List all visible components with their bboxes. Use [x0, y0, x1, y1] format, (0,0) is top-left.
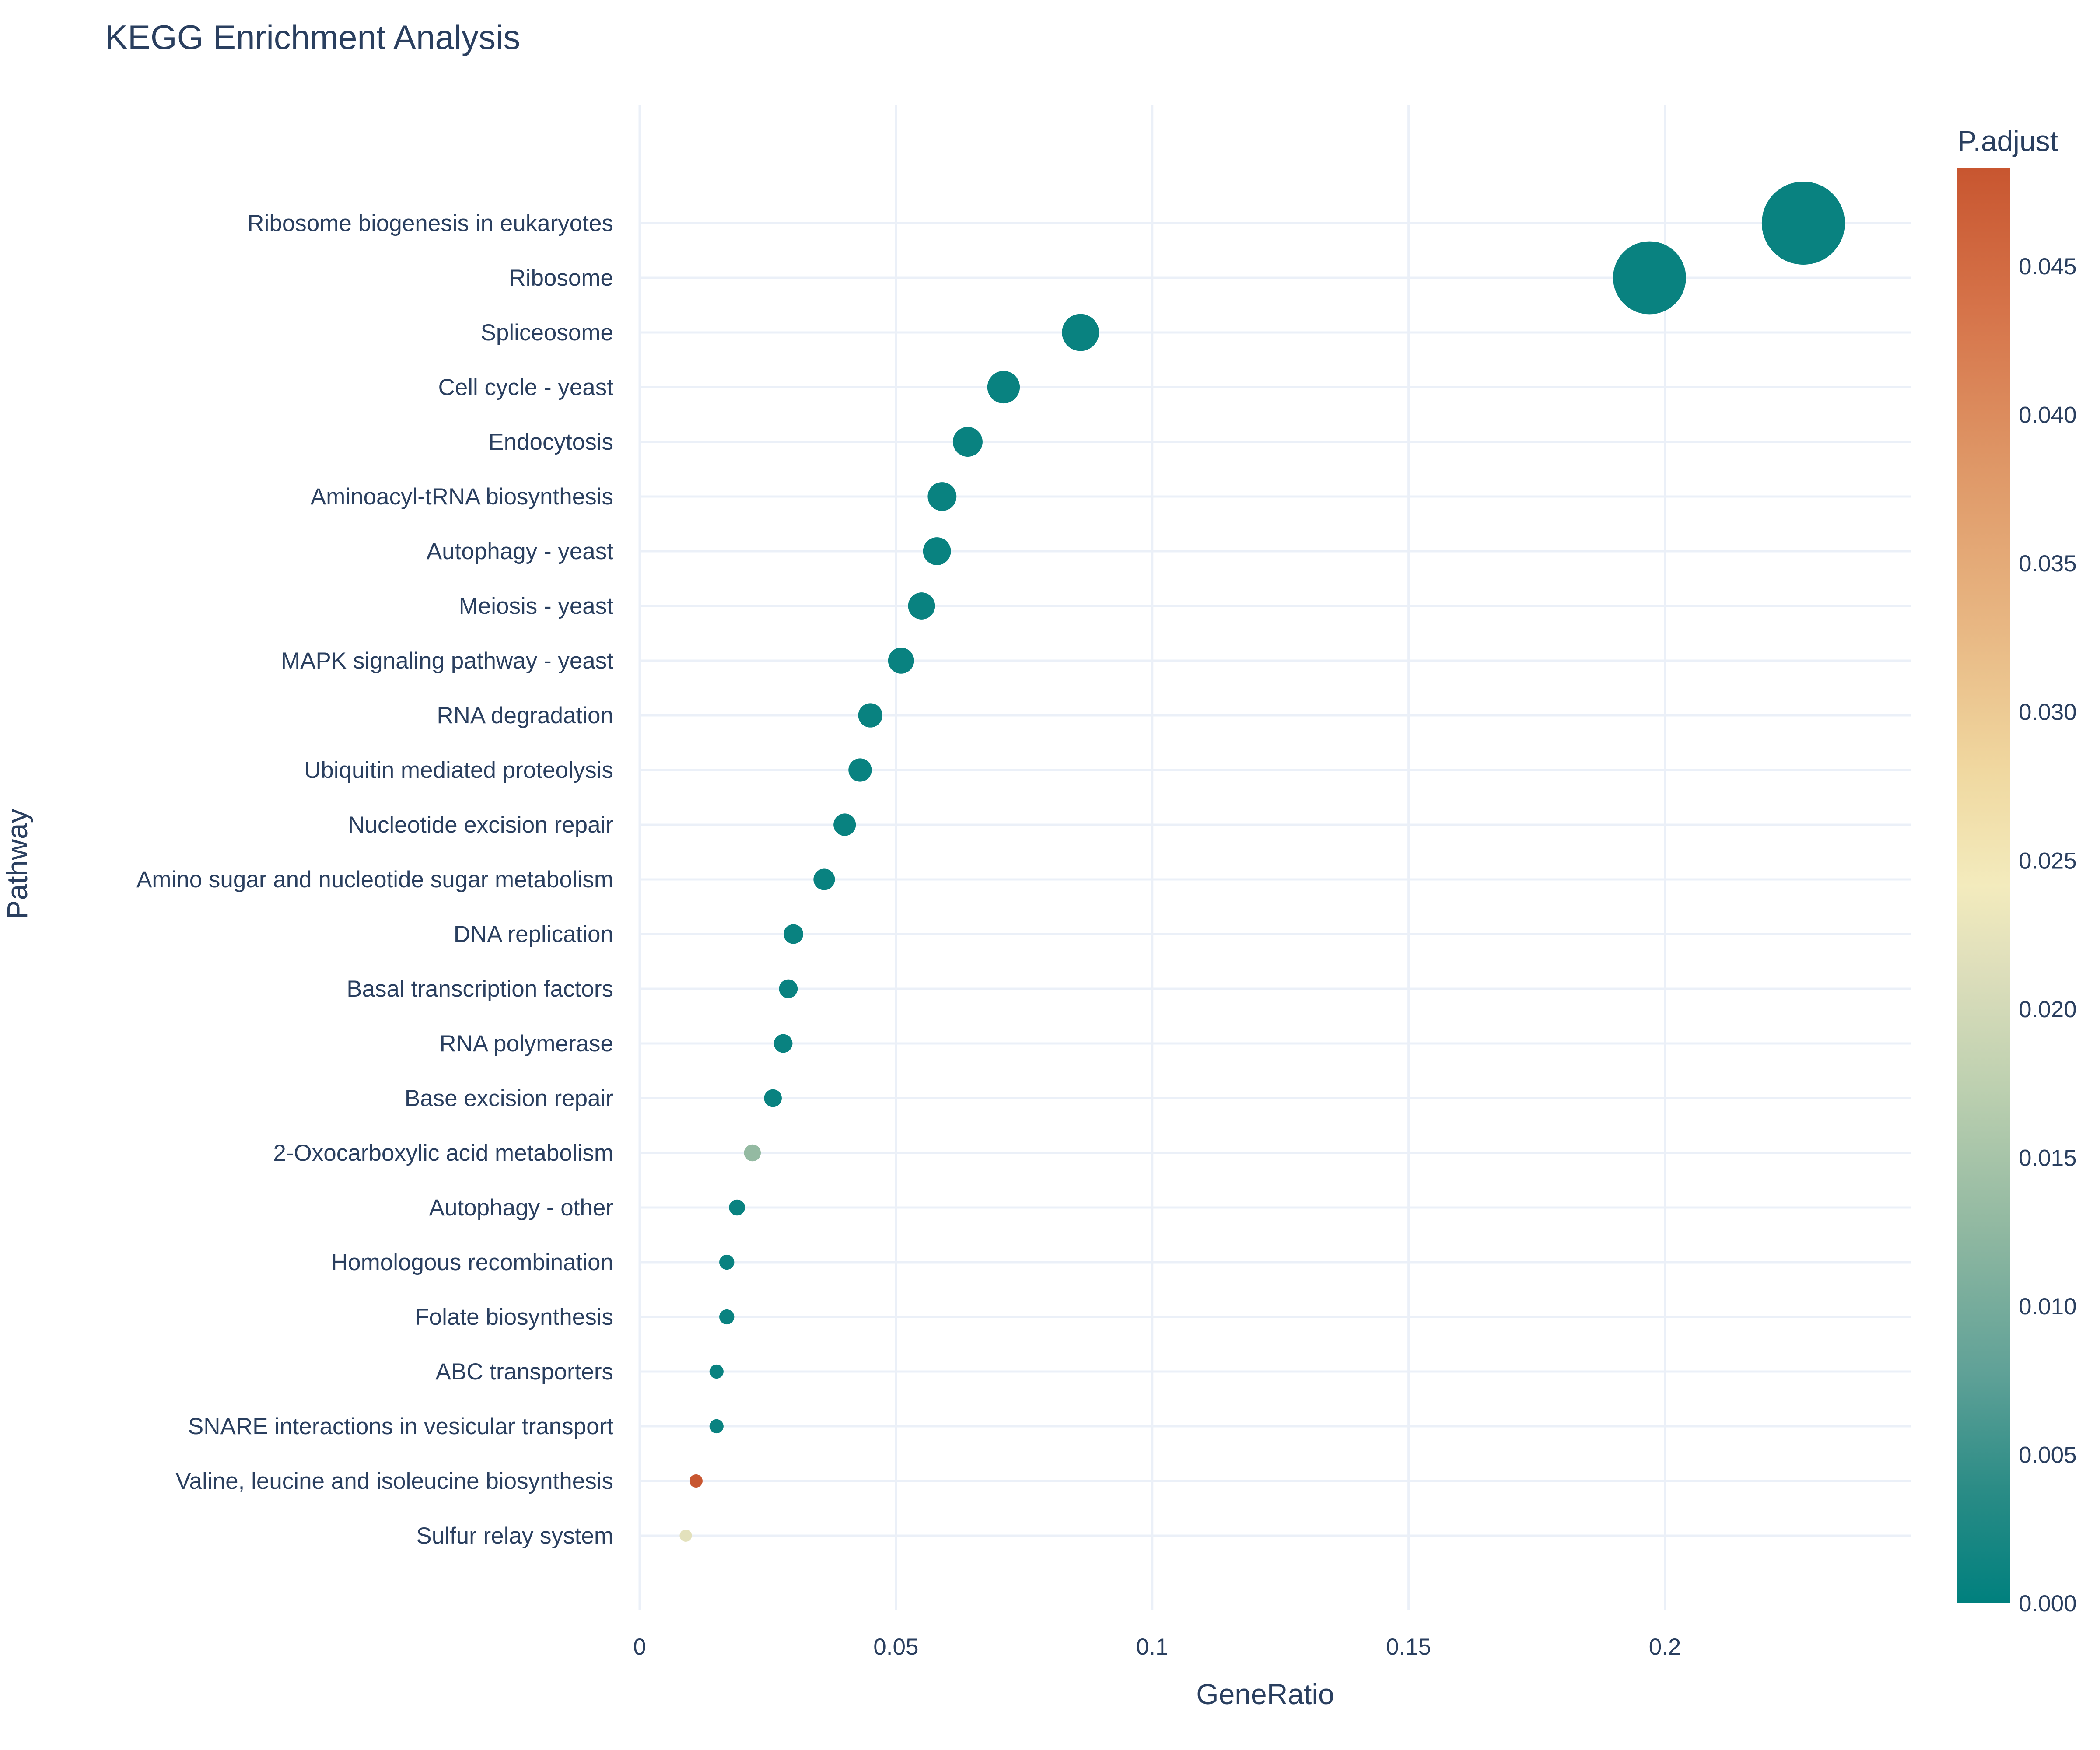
pathway-label: Amino sugar and nucleotide sugar metabol…	[136, 867, 613, 892]
colorbar-tick-label: 0.020	[2019, 997, 2077, 1022]
pathway-point	[952, 427, 983, 457]
colorbar-tick-label: 0.040	[2019, 402, 2077, 428]
pathway-point	[1062, 314, 1099, 351]
colorbar-tick-label: 0.010	[2019, 1294, 2077, 1320]
pathway-point	[833, 813, 856, 836]
colorbar-tick-label: 0.030	[2019, 700, 2077, 725]
pathway-point	[848, 758, 872, 782]
pathway-point	[679, 1530, 692, 1542]
y-axis-tick-labels: Ribosome biogenesis in eukaryotes Ribosom…	[136, 210, 613, 1549]
x-tick-label: 0.1	[1136, 1634, 1169, 1660]
pathway-point	[923, 537, 951, 565]
colorbar-tick-label: 0.005	[2019, 1442, 2077, 1468]
pathway-point	[719, 1254, 735, 1270]
colorbar-gradient	[1957, 168, 2010, 1603]
pathway-label: Meiosis - yeast	[459, 593, 614, 619]
x-tick-label: 0.2	[1649, 1634, 1681, 1660]
pathway-label: Homologous recombination	[331, 1250, 613, 1275]
pathway-point	[709, 1419, 724, 1434]
pathway-point	[1761, 182, 1845, 265]
pathway-label: 2-Oxocarboxylic acid metabolism	[273, 1140, 613, 1166]
pathway-point	[744, 1144, 761, 1162]
pathway-point	[784, 924, 803, 944]
pathway-point	[764, 1089, 782, 1107]
y-axis-title: Pathway	[1, 808, 33, 919]
colorbar-tick-label: 0.015	[2019, 1145, 2077, 1171]
pathway-label: Autophagy - other	[429, 1195, 613, 1221]
pathway-label: Valine, leucine and isoleucine biosynthe…	[175, 1468, 613, 1494]
colorbar-title: P.adjust	[1957, 125, 2058, 157]
pathway-point	[774, 1034, 793, 1053]
colorbar-tick-label: 0.045	[2019, 254, 2077, 280]
pathway-label: ABC transporters	[436, 1359, 613, 1385]
colorbar-tick-labels: 0.000 0.005 0.010 0.015 0.020 0.025 0.030 0.035…	[2019, 254, 2077, 1617]
pathway-label: RNA polymerase	[439, 1031, 613, 1057]
colorbar: P.adjust 0.0000.0050.0100.0150.0200.0250…	[1957, 125, 2077, 1617]
pathway-point	[858, 703, 882, 728]
pathway-point	[709, 1364, 724, 1379]
x-tick-label: 0	[633, 1634, 646, 1660]
pathway-point	[813, 868, 835, 890]
pathway-point	[888, 648, 914, 674]
pathway-label: Endocytosis	[488, 429, 613, 455]
pathway-label: Sulfur relay system	[416, 1523, 613, 1549]
pathway-point	[1613, 241, 1686, 315]
pathway-label: SNARE interactions in vesicular transpor…	[188, 1414, 613, 1439]
grid-layer	[638, 105, 1911, 1610]
pathway-label: Spliceosome	[481, 320, 613, 346]
colorbar-tick-label: 0.025	[2019, 848, 2077, 874]
pathway-label: Folate biosynthesis	[415, 1304, 613, 1330]
pathway-label: Cell cycle - yeast	[438, 374, 613, 400]
pathway-point	[689, 1474, 703, 1488]
pathway-label: Basal transcription factors	[346, 976, 613, 1002]
pathway-label: Nucleotide excision repair	[348, 812, 613, 838]
pathway-point	[779, 979, 798, 998]
pathway-label: Base excision repair	[405, 1085, 613, 1111]
x-axis-tick-labels: 0 0.05 0.1 0.15 0.2	[633, 1634, 1681, 1660]
pathway-point	[908, 592, 935, 620]
pathway-label: DNA replication	[454, 921, 613, 947]
pathway-point	[719, 1309, 735, 1325]
pathway-label: RNA degradation	[437, 703, 613, 728]
pathway-point	[987, 371, 1020, 404]
x-axis-title: GeneRatio	[1196, 1678, 1334, 1710]
colorbar-tick-label: 0.035	[2019, 551, 2077, 577]
pathway-point	[928, 482, 957, 511]
points-layer	[679, 182, 1845, 1542]
pathway-label: Ribosome biogenesis in eukaryotes	[247, 210, 613, 236]
colorbar-tick-label: 0.000	[2019, 1591, 2077, 1617]
pathway-label: MAPK signaling pathway - yeast	[281, 648, 613, 674]
x-tick-label: 0.15	[1386, 1634, 1431, 1660]
chart-title: KEGG Enrichment Analysis	[105, 18, 520, 56]
pathway-point	[729, 1199, 745, 1216]
pathway-label: Ribosome	[509, 265, 613, 291]
pathway-label: Autophagy - yeast	[427, 539, 613, 564]
pathway-label: Aminoacyl-tRNA biosynthesis	[311, 484, 613, 510]
x-tick-label: 0.05	[873, 1634, 918, 1660]
pathway-label: Ubiquitin mediated proteolysis	[304, 757, 613, 783]
